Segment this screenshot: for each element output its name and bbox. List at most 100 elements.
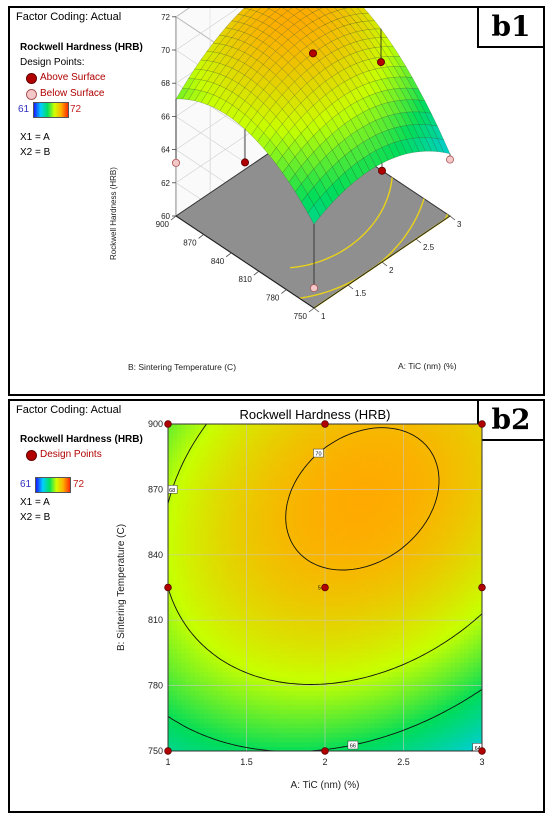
heatmap-cell bbox=[437, 428, 443, 434]
heatmap-cell bbox=[181, 512, 187, 519]
heatmap-cell bbox=[369, 512, 375, 519]
heatmap-cell bbox=[311, 484, 317, 490]
x-tick-mark bbox=[415, 238, 422, 244]
heatmap-cell bbox=[405, 442, 411, 448]
heatmap-cell bbox=[212, 517, 218, 523]
heatmap-cell bbox=[298, 554, 304, 561]
heatmap-cell bbox=[392, 666, 398, 673]
heatmap-cell bbox=[320, 690, 326, 696]
heatmap-cell bbox=[194, 536, 200, 542]
heatmap-cell bbox=[405, 727, 411, 733]
heatmap-cell bbox=[392, 578, 398, 584]
heatmap-cell bbox=[360, 559, 366, 565]
heatmap-cell bbox=[293, 582, 299, 589]
heatmap-cell bbox=[374, 746, 380, 751]
heatmap-cell bbox=[405, 690, 411, 696]
heatmap-cell bbox=[266, 610, 272, 617]
heatmap-cell bbox=[307, 708, 313, 715]
heatmap-cell bbox=[365, 442, 371, 448]
heatmap-cell bbox=[257, 452, 263, 458]
heatmap-cell bbox=[320, 489, 326, 495]
heatmap-cell bbox=[168, 732, 174, 738]
heatmap-cell bbox=[212, 484, 218, 490]
heatmap-cell bbox=[248, 526, 254, 533]
heatmap-cell bbox=[360, 592, 366, 598]
surface-facet bbox=[307, 204, 321, 225]
heatmap-cell bbox=[316, 517, 322, 523]
heatmap-cell bbox=[441, 522, 447, 528]
heatmap-cell bbox=[351, 634, 357, 640]
heatmap-cell bbox=[414, 610, 420, 617]
heatmap-cell bbox=[248, 498, 254, 505]
heatmap-cell bbox=[217, 610, 223, 617]
heatmap-cell bbox=[410, 568, 416, 575]
heatmap-cell bbox=[378, 643, 384, 649]
heatmap-cell bbox=[351, 554, 357, 561]
heatmap-cell bbox=[226, 461, 232, 467]
heatmap-cell bbox=[342, 531, 349, 537]
heatmap-cell bbox=[226, 671, 232, 677]
heatmap-cell bbox=[396, 587, 402, 593]
heatmap-cell bbox=[419, 596, 425, 603]
heatmap-cell bbox=[365, 596, 371, 603]
heatmap-cell bbox=[271, 526, 277, 533]
heatmap-cell bbox=[374, 741, 380, 747]
heatmap-cell bbox=[347, 671, 353, 677]
heatmap-cell bbox=[293, 531, 299, 537]
heatmap-cell bbox=[423, 424, 429, 430]
heatmap-cell bbox=[262, 722, 268, 729]
heatmap-cell bbox=[190, 466, 196, 472]
heatmap-cell bbox=[235, 727, 241, 733]
heatmap-cell bbox=[293, 438, 299, 444]
heatmap-cell bbox=[284, 456, 290, 462]
heatmap-cell bbox=[257, 428, 263, 434]
heatmap-cell bbox=[221, 722, 227, 729]
heatmap-cell bbox=[342, 727, 349, 733]
heatmap-cell bbox=[176, 508, 183, 514]
heatmap-cell bbox=[194, 657, 200, 663]
heatmap-cell bbox=[275, 489, 281, 495]
heatmap-cell bbox=[369, 690, 375, 696]
heatmap-cell bbox=[383, 666, 389, 673]
heatmap-cell bbox=[441, 582, 447, 589]
heatmap-cell bbox=[307, 438, 313, 444]
heatmap-cell bbox=[414, 587, 420, 593]
heatmap-cell bbox=[257, 438, 263, 444]
heatmap-cell bbox=[414, 652, 420, 659]
heatmap-cell bbox=[383, 629, 389, 635]
heatmap-cell bbox=[230, 648, 236, 654]
heatmap-cell bbox=[351, 578, 357, 584]
heatmap-cell bbox=[230, 718, 236, 724]
heatmap-cell bbox=[262, 652, 268, 659]
heatmap-cell bbox=[230, 522, 236, 528]
heatmap-cell bbox=[369, 610, 375, 617]
heatmap-cell bbox=[185, 736, 192, 743]
heatmap-cell bbox=[226, 699, 232, 705]
heatmap-cell bbox=[235, 690, 241, 696]
heatmap-cell bbox=[172, 536, 178, 542]
heatmap-cell bbox=[217, 708, 223, 715]
heatmap-cell bbox=[257, 606, 263, 612]
heatmap-cell bbox=[360, 461, 366, 467]
heatmap-cell bbox=[333, 746, 340, 751]
heatmap-cell bbox=[329, 620, 335, 626]
heatmap-cell bbox=[185, 573, 192, 579]
heatmap-cell bbox=[307, 727, 313, 733]
heatmap-cell bbox=[194, 587, 200, 593]
heatmap-cell bbox=[226, 736, 232, 743]
heatmap-cell bbox=[293, 587, 299, 593]
heatmap-cell bbox=[441, 475, 447, 481]
heatmap-cell bbox=[437, 713, 443, 719]
heatmap-cell bbox=[172, 601, 178, 607]
heatmap-cell bbox=[275, 512, 281, 519]
heatmap-cell bbox=[208, 489, 214, 495]
heatmap-cell bbox=[168, 648, 174, 654]
heatmap-cell bbox=[284, 475, 290, 481]
heatmap-cell bbox=[266, 438, 272, 444]
heatmap-cell bbox=[405, 746, 411, 751]
heatmap-cell bbox=[172, 652, 178, 659]
heatmap-cell bbox=[302, 573, 308, 579]
heatmap-cell bbox=[325, 573, 331, 579]
heatmap-cell bbox=[338, 442, 344, 448]
heatmap-cell bbox=[338, 531, 344, 537]
